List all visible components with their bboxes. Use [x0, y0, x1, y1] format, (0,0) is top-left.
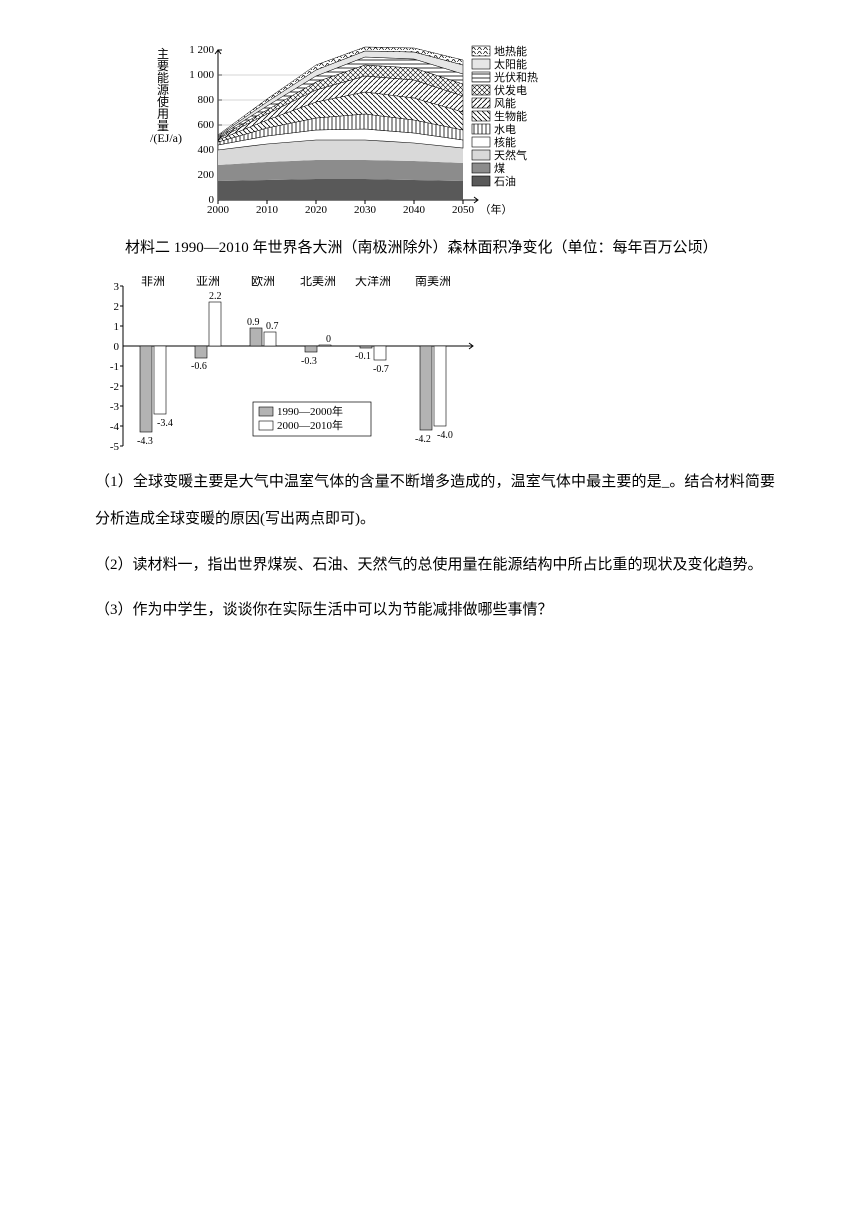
svg-text:0.9: 0.9 — [247, 317, 260, 328]
cat-label: 亚洲 — [196, 276, 220, 288]
question-2: （2）读材料一，指出世界煤炭、石油、天然气的总使用量在能源结构中所占比重的现状及… — [95, 547, 775, 585]
bar-s2 — [319, 345, 331, 346]
ytick: 800 — [198, 94, 215, 106]
svg-text:3: 3 — [114, 281, 120, 293]
svg-text:2000—2010年: 2000—2010年 — [277, 418, 343, 432]
svg-text:-4.2: -4.2 — [415, 434, 431, 445]
chart1-svg: 主要能源使用量/(EJ/a) 1 200 1 000 800 600 400 — [150, 40, 580, 215]
bar-s2 — [209, 302, 221, 346]
bar-s1 — [305, 346, 317, 352]
ytick: 1 000 — [189, 69, 214, 81]
svg-text:光伏和热: 光伏和热 — [494, 70, 538, 84]
xtick: 2050 — [452, 204, 475, 215]
xtick: 2030 — [354, 204, 377, 215]
svg-text:煤: 煤 — [494, 162, 505, 175]
bar-s2 — [374, 346, 386, 360]
legend-item: 石油 — [472, 174, 516, 188]
cat-label: 非洲 — [141, 276, 165, 288]
svg-text:太阳能: 太阳能 — [494, 57, 527, 71]
bar-s1 — [360, 346, 372, 348]
svg-text:0: 0 — [326, 334, 331, 345]
bar-s2 — [154, 346, 166, 414]
xtick: 2040 — [403, 204, 426, 215]
legend-item: 光伏和热 — [472, 70, 538, 84]
svg-text:2.2: 2.2 — [209, 291, 222, 302]
ytick: 1 200 — [189, 44, 214, 56]
legend-item: 煤 — [472, 162, 505, 175]
svg-text:-0.7: -0.7 — [373, 364, 389, 375]
legend-item: 核能 — [472, 135, 516, 149]
svg-text:伏发电: 伏发电 — [494, 83, 527, 97]
question-1: （1）全球变暖主要是大气中温室气体的含量不断增多造成的，温室气体中最主要的是_。… — [95, 464, 775, 539]
chart1-container: 主要能源使用量/(EJ/a) 1 200 1 000 800 600 400 — [150, 40, 775, 220]
bar-s1 — [195, 346, 207, 358]
page-root: 主要能源使用量/(EJ/a) 1 200 1 000 800 600 400 — [0, 0, 860, 678]
svg-text:1: 1 — [114, 321, 120, 333]
svg-text:-4.0: -4.0 — [437, 430, 453, 441]
svg-text:0: 0 — [114, 341, 120, 353]
svg-text:-4.3: -4.3 — [137, 436, 153, 447]
ytick: 600 — [198, 119, 215, 131]
cat-label: 大洋洲 — [355, 276, 391, 288]
svg-text:生物能: 生物能 — [494, 109, 527, 123]
legend-item: 伏发电 — [472, 83, 527, 97]
svg-text:-5: -5 — [110, 441, 120, 451]
legend-item: 生物能 — [472, 109, 527, 123]
svg-text:天然气: 天然气 — [494, 148, 527, 162]
questions: （1）全球变暖主要是大气中温室气体的含量不断增多造成的，温室气体中最主要的是_。… — [95, 464, 775, 630]
svg-text:风能: 风能 — [494, 96, 516, 110]
legend-item: 地热能 — [472, 44, 527, 58]
bar-s1 — [140, 346, 152, 432]
svg-text:-0.3: -0.3 — [301, 356, 317, 367]
legend-item: 水电 — [472, 123, 516, 136]
area-oil — [218, 179, 463, 200]
material2-title: 材料二 1990—2010 年世界各大洲（南极洲除外）森林面积净变化（单位：每年… — [95, 230, 775, 268]
svg-text:石油: 石油 — [494, 174, 516, 188]
chart2-container: 3 2 1 0 -1 -2 -3 -4 -5 非洲 亚洲 欧洲 北美洲 大洋洲 — [95, 276, 775, 456]
bar-s1 — [420, 346, 432, 430]
question-3: （3）作为中学生，谈谈你在实际生活中可以为节能减排做哪些事情？ — [95, 592, 775, 630]
chart2-legend: 1990—2000年 2000—2010年 — [253, 402, 371, 436]
svg-text:2: 2 — [114, 301, 120, 313]
cat-label: 北美洲 — [300, 276, 336, 288]
legend-item: 天然气 — [472, 148, 527, 162]
svg-text:1990—2000年: 1990—2000年 — [277, 404, 343, 418]
ytick: 400 — [198, 144, 215, 156]
legend-item: 风能 — [472, 96, 516, 110]
svg-text:-3.4: -3.4 — [157, 418, 173, 429]
svg-text:-0.1: -0.1 — [355, 351, 371, 362]
bar-s2 — [264, 332, 276, 346]
xtick: 2010 — [256, 204, 279, 215]
cat-label: 南美洲 — [415, 276, 451, 288]
area-coal — [218, 160, 463, 181]
x-unit: （年） — [480, 202, 513, 215]
svg-text:水电: 水电 — [494, 123, 516, 136]
svg-text:地热能: 地热能 — [494, 44, 527, 58]
bar-s2 — [434, 346, 446, 426]
svg-text:核能: 核能 — [494, 135, 516, 149]
chart2-svg: 3 2 1 0 -1 -2 -3 -4 -5 非洲 亚洲 欧洲 北美洲 大洋洲 — [95, 276, 495, 451]
legend-item: 太阳能 — [472, 57, 527, 71]
svg-text:0.7: 0.7 — [266, 321, 279, 332]
svg-text:-0.6: -0.6 — [191, 361, 207, 372]
svg-text:-3: -3 — [110, 401, 120, 413]
bar-s1 — [250, 328, 262, 346]
xtick: 2000 — [207, 204, 230, 215]
ytick: 200 — [198, 169, 215, 181]
xtick: 2020 — [305, 204, 328, 215]
chart1-ylabel: 主要能源使用量/(EJ/a) — [150, 47, 182, 145]
svg-text:-1: -1 — [110, 361, 119, 373]
cat-label: 欧洲 — [251, 276, 275, 288]
svg-text:-2: -2 — [110, 381, 119, 393]
svg-text:-4: -4 — [110, 421, 120, 433]
